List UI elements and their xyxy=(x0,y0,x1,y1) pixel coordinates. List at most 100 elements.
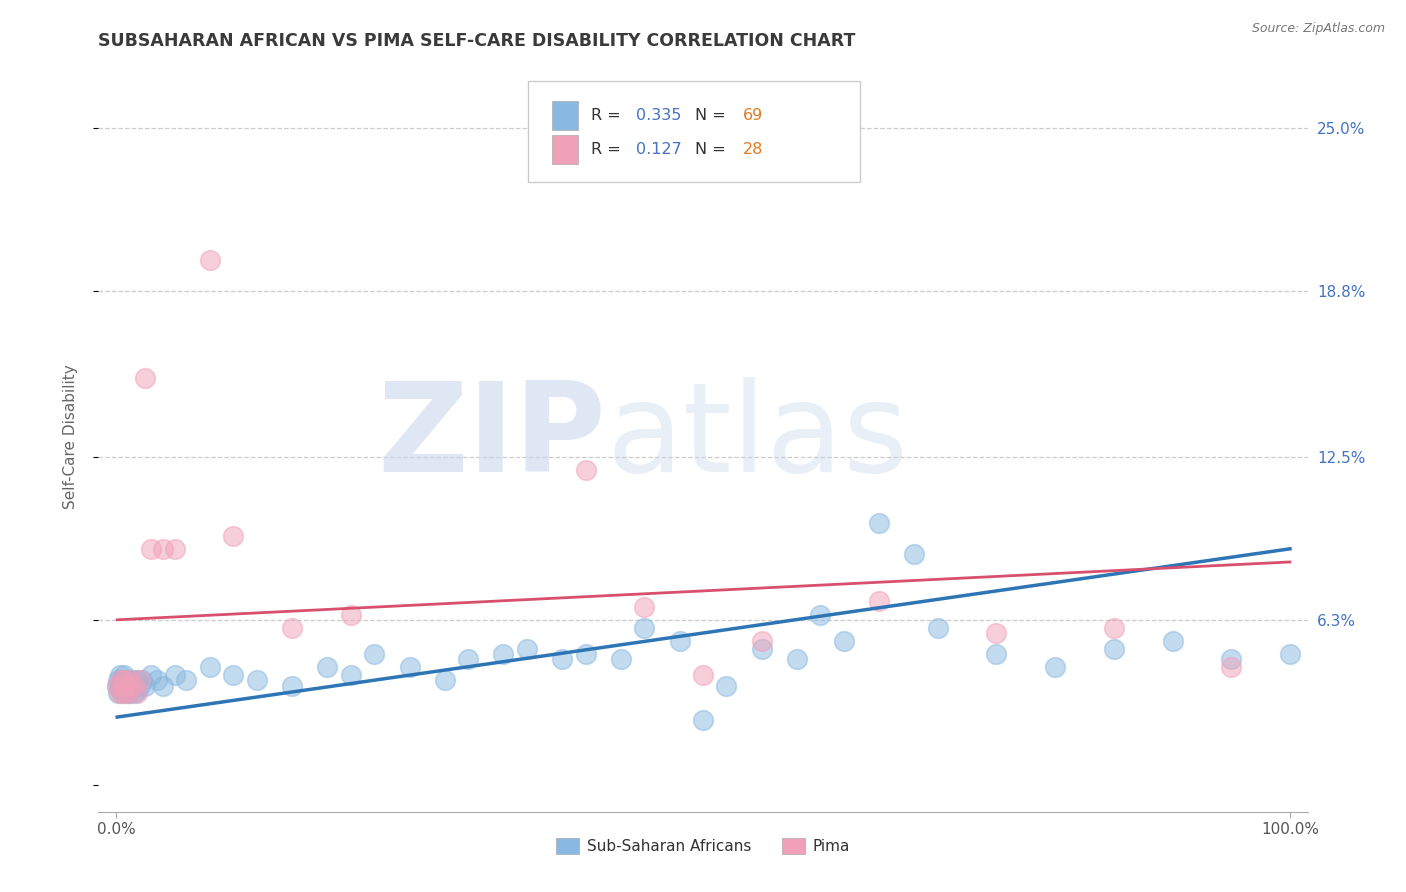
Text: 0.335: 0.335 xyxy=(637,108,682,123)
Point xyxy=(1102,641,1125,656)
Point xyxy=(340,668,363,682)
Point xyxy=(112,668,135,682)
Point xyxy=(146,673,169,688)
Point xyxy=(111,686,134,700)
Point xyxy=(1220,660,1243,674)
Point xyxy=(122,686,145,700)
Point xyxy=(115,679,138,693)
Point xyxy=(751,641,773,656)
Point xyxy=(692,668,714,682)
Text: 0.127: 0.127 xyxy=(637,142,682,157)
Text: R =: R = xyxy=(591,108,626,123)
Point xyxy=(141,668,163,682)
Point xyxy=(108,679,131,693)
Point xyxy=(868,594,890,608)
Text: Source: ZipAtlas.com: Source: ZipAtlas.com xyxy=(1251,22,1385,36)
Point xyxy=(692,713,714,727)
Point xyxy=(127,683,149,698)
Bar xyxy=(551,102,578,130)
Point xyxy=(1278,647,1301,661)
Point xyxy=(668,633,690,648)
Point xyxy=(110,681,132,695)
Point xyxy=(1220,652,1243,666)
Point xyxy=(125,679,148,693)
Point xyxy=(120,681,142,695)
Bar xyxy=(551,135,578,163)
Point xyxy=(340,607,363,622)
Point xyxy=(111,679,134,693)
Point xyxy=(152,541,174,556)
Point xyxy=(433,673,456,688)
Point xyxy=(117,673,139,688)
Text: ZIP: ZIP xyxy=(378,376,606,498)
Point xyxy=(105,679,128,693)
Text: R =: R = xyxy=(591,142,626,157)
Point xyxy=(176,673,198,688)
Point xyxy=(398,660,420,674)
Text: N =: N = xyxy=(695,142,730,157)
Point xyxy=(551,652,574,666)
Point xyxy=(121,679,143,693)
Point xyxy=(141,541,163,556)
Point xyxy=(163,668,186,682)
Point xyxy=(1102,621,1125,635)
Point xyxy=(134,371,156,385)
Point xyxy=(516,641,538,656)
Point xyxy=(198,660,221,674)
Point xyxy=(114,681,136,695)
Point xyxy=(903,547,925,561)
Point xyxy=(152,679,174,693)
Point xyxy=(112,673,135,688)
Point xyxy=(120,673,142,688)
Point xyxy=(117,686,139,700)
Point xyxy=(492,647,515,661)
Point xyxy=(110,673,132,688)
Point xyxy=(633,621,655,635)
FancyBboxPatch shape xyxy=(527,81,860,182)
Point xyxy=(115,686,138,700)
Point xyxy=(786,652,808,666)
Text: N =: N = xyxy=(695,108,730,123)
Legend: Sub-Saharan Africans, Pima: Sub-Saharan Africans, Pima xyxy=(550,832,856,860)
Point xyxy=(112,679,135,693)
Point xyxy=(112,683,135,698)
Point xyxy=(633,599,655,614)
Point xyxy=(112,686,135,700)
Point xyxy=(127,686,149,700)
Point xyxy=(986,647,1008,661)
Point xyxy=(128,673,150,688)
Point xyxy=(118,686,141,700)
Point xyxy=(281,679,304,693)
Point xyxy=(808,607,831,622)
Point xyxy=(114,679,136,693)
Point xyxy=(281,621,304,635)
Point xyxy=(316,660,339,674)
Point xyxy=(120,673,142,688)
Point xyxy=(105,679,128,693)
Point xyxy=(868,516,890,530)
Point xyxy=(163,541,186,556)
Y-axis label: Self-Care Disability: Self-Care Disability xyxy=(63,365,77,509)
Point xyxy=(127,673,149,688)
Point xyxy=(927,621,949,635)
Point xyxy=(110,673,132,688)
Point xyxy=(198,252,221,267)
Point xyxy=(111,679,134,693)
Point xyxy=(246,673,269,688)
Text: atlas: atlas xyxy=(606,376,908,498)
Point xyxy=(575,463,598,477)
Point xyxy=(108,668,131,682)
Point xyxy=(134,679,156,693)
Point xyxy=(222,668,245,682)
Point xyxy=(118,679,141,693)
Point xyxy=(114,673,136,688)
Point xyxy=(457,652,479,666)
Point xyxy=(610,652,633,666)
Point xyxy=(751,633,773,648)
Point xyxy=(986,626,1008,640)
Text: 28: 28 xyxy=(742,142,763,157)
Point xyxy=(363,647,385,661)
Point xyxy=(108,686,131,700)
Point xyxy=(107,673,129,688)
Point xyxy=(1161,633,1184,648)
